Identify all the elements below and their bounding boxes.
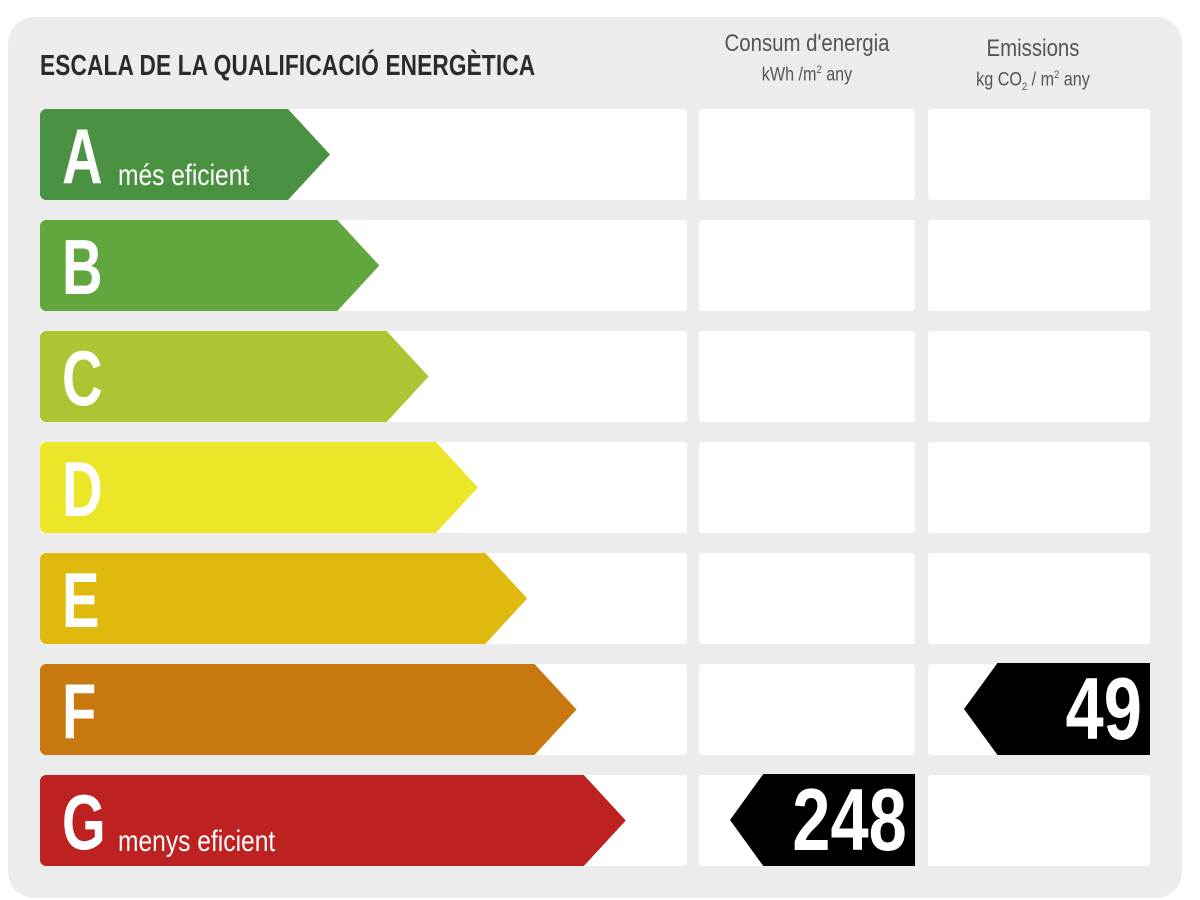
emissions-cell xyxy=(928,220,1150,311)
emissions-cell xyxy=(928,775,1150,866)
rating-bar-b: B xyxy=(40,220,380,311)
emissions-cell xyxy=(928,109,1150,200)
consumption-cell xyxy=(699,331,915,422)
emissions-badge-value: 49 xyxy=(1065,659,1142,758)
emissions-header: Emissions kg CO2 / m2 any xyxy=(928,35,1138,93)
consumption-unit: kWh /m2 any xyxy=(761,64,853,86)
rating-bar-d: D xyxy=(40,442,478,533)
rating-letter: F xyxy=(62,667,97,755)
rating-bar-e: E xyxy=(40,553,528,644)
consumption-cell xyxy=(699,442,915,533)
rating-sublabel: menys eficient xyxy=(118,825,276,858)
consumption-cell xyxy=(699,664,915,755)
emissions-cell xyxy=(928,331,1150,422)
consumption-cell xyxy=(699,553,915,644)
rating-bar-c: C xyxy=(40,331,429,422)
rating-letter: D xyxy=(62,445,103,533)
consumption-title: Consum d'energia xyxy=(724,30,890,57)
emissions-unit: kg CO2 / m2 any xyxy=(976,69,1090,94)
rating-letter: G xyxy=(62,778,106,866)
rating-sublabel: més eficient xyxy=(118,159,250,192)
label-title: ESCALA DE LA QUALIFICACIÓ ENERGÈTICA xyxy=(40,50,536,82)
emissions-title: Emissions xyxy=(986,35,1080,62)
consumption-cell xyxy=(699,220,915,311)
emissions-badge: 49 xyxy=(964,663,1150,755)
rating-letter: B xyxy=(62,223,103,311)
consumption-badge-value: 248 xyxy=(792,770,907,869)
consumption-badge: 248 xyxy=(730,774,915,866)
rating-letter: A xyxy=(62,112,103,200)
consumption-cell xyxy=(699,109,915,200)
emissions-cell xyxy=(928,442,1150,533)
rating-bar-f: F xyxy=(40,664,577,755)
rating-letter: E xyxy=(62,556,100,644)
emissions-cell xyxy=(928,553,1150,644)
rating-letter: C xyxy=(62,334,103,422)
consumption-header: Consum d'energia kWh /m2 any xyxy=(699,30,915,86)
